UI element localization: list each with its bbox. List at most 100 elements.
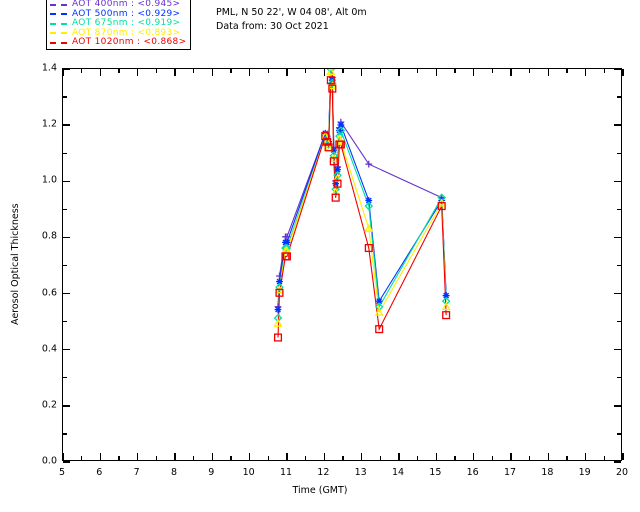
legend-dash-icon [50,22,67,25]
x-axis-minor-tick [379,69,381,73]
x-axis-minor-tick [603,69,605,73]
x-axis-tick [473,453,475,460]
x-axis-tick-label: 14 [391,467,405,478]
data-point-square [321,132,330,141]
x-axis-tick-label: 7 [133,467,140,478]
data-point-square [333,179,342,188]
y-axis-minor-tick [63,152,67,154]
data-point-plus [365,160,373,168]
x-axis-tick [547,453,549,460]
y-axis-minor-tick [617,264,621,267]
y-axis-tick [63,124,70,126]
x-axis-tick [286,453,288,460]
x-axis-tick [547,69,549,76]
x-axis-tick [249,69,251,76]
x-axis-tick [137,69,139,76]
y-axis-tick-label: 0.2 [41,399,57,411]
legend-box: AOT 400nm : <0.945> AOT 500nm : <0.929> AO… [46,0,192,50]
x-axis-tick-label: 8 [170,467,178,478]
y-axis-tick [63,292,70,295]
x-axis-tick-label: 10 [242,467,255,478]
x-axis-tick [174,453,176,460]
x-axis-minor-tick [305,456,307,460]
data-point-square [336,140,345,149]
data-point-diamond [364,201,374,211]
y-axis-tick [614,405,621,407]
data-point-square [364,243,373,253]
x-axis-minor-tick [454,69,456,73]
legend-dash-icon [50,3,67,6]
x-axis-minor-tick [305,69,307,73]
x-axis-minor-tick [454,456,456,460]
data-point-square [329,157,338,166]
x-axis-minor-tick [193,69,195,73]
x-axis-minor-tick [603,456,605,460]
y-axis-minor-tick [63,264,67,267]
x-axis-tick-label: 9 [208,467,215,478]
x-axis-tick [99,453,101,460]
legend-label: AOT 400nm : <0.945> [72,0,181,9]
legend-label: AOT 500nm : <0.929> [72,8,181,19]
y-axis-tick [63,349,70,351]
y-axis-tick [63,236,70,239]
x-axis-tick [398,453,400,460]
x-axis-minor-tick [491,69,493,73]
x-axis-minor-tick [529,456,531,460]
x-axis-tick-label: 17 [503,467,517,478]
y-axis-tick [614,68,621,70]
x-axis-minor-tick [566,456,568,460]
series-line-aot-1020nm [277,80,447,338]
data-canvas [273,69,451,342]
y-axis-tick [614,124,621,126]
y-axis-tick-label: 1.4 [41,62,57,74]
y-axis-tick [614,180,621,182]
data-point-triangle [326,69,336,76]
x-axis-tick [286,69,288,76]
legend-dash-icon [50,32,67,35]
x-axis-tick-label: 19 [578,467,591,478]
data-point-triangle [324,142,334,151]
x-axis-minor-tick [566,69,568,73]
data-point-diamond [335,131,344,141]
y-axis-minor-tick [617,320,621,323]
x-axis-tick [473,69,475,76]
y-axis-tick-label: 1.0 [41,174,57,186]
data-point-square [324,143,333,152]
date-line: Data from: 30 Oct 2021 [216,21,329,32]
x-axis-tick [323,453,325,460]
y-axis-tick [614,461,621,463]
y-axis-minor-tick [63,208,67,210]
y-axis-minor-tick [617,377,621,379]
y-axis-minor-tick [63,433,67,435]
data-point-diamond [331,184,340,194]
y-axis-minor-tick [63,377,67,379]
x-axis-tick [211,69,213,76]
y-axis-minor-tick [617,208,621,210]
x-axis-minor-tick [379,456,381,460]
legend-dash-icon [50,13,67,16]
data-point-asterisk [334,166,341,174]
header-annotation: PML, N 50 22', W 04 08', Alt 0m Data fro… [216,6,367,34]
y-axis-minor-tick [617,96,621,98]
data-point-square [437,202,446,211]
data-point-asterisk [274,306,282,313]
x-axis-tick [585,69,587,76]
legend-label: AOT 1020nm : <0.868> [72,37,187,47]
data-point-diamond [329,151,339,161]
data-point-square [331,193,340,202]
y-axis-minor-tick [617,433,621,435]
x-axis-tick-label: 12 [317,467,330,478]
y-axis-tick [63,180,70,182]
y-axis-tick-label: 0.6 [41,287,57,299]
data-point-square [442,311,451,320]
x-axis-minor-tick [230,456,232,460]
x-axis-minor-tick [155,456,157,460]
legend-label: AOT 675nm : <0.919> [72,18,181,28]
data-point-diamond [275,282,284,292]
x-axis-tick [435,453,437,460]
plot-frame [62,68,624,463]
data-point-diamond [326,69,336,74]
y-axis-tick [63,461,70,463]
data-point-square [375,325,384,334]
